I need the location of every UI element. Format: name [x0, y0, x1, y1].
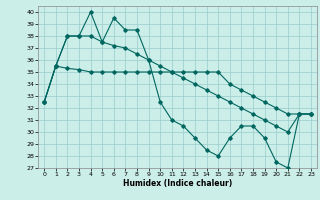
X-axis label: Humidex (Indice chaleur): Humidex (Indice chaleur) — [123, 179, 232, 188]
